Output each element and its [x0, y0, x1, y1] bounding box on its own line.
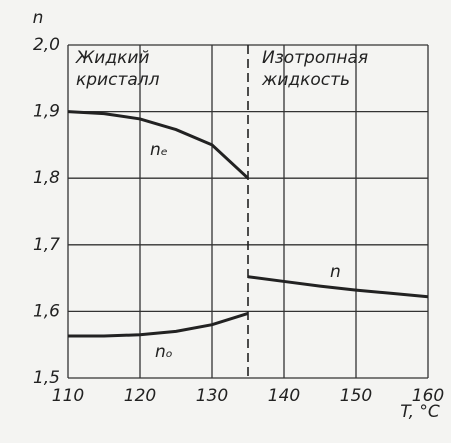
x-tick-label: 120: [124, 386, 156, 406]
annotation: кристалл: [76, 70, 160, 90]
y-tick-label: 1,9: [33, 102, 60, 122]
y-axis-label: n: [33, 8, 44, 28]
series-line: [67, 110, 250, 180]
x-axis-label: T, °C: [400, 402, 440, 422]
annotation: жидкость: [261, 70, 350, 90]
series-line: [247, 275, 429, 299]
x-tick-label: 160: [412, 386, 444, 406]
annotation: Жидкий: [75, 48, 149, 68]
annotation: Изотропная: [262, 48, 368, 68]
x-tick-label: 130: [196, 386, 228, 406]
series-label: nₑ: [150, 140, 168, 160]
y-tick-label: 1,8: [33, 168, 60, 188]
x-tick-label: 110: [52, 386, 84, 406]
y-tick-label: 1,6: [33, 301, 60, 321]
y-tick-label: 1,5: [33, 368, 60, 388]
series-line: [68, 311, 249, 338]
y-tick-label: 2,0: [33, 35, 60, 55]
series-label: nₒ: [155, 342, 173, 362]
x-tick-label: 150: [340, 386, 372, 406]
x-tick-label: 140: [268, 386, 300, 406]
y-tick-label: 1,7: [33, 235, 60, 255]
series-label: n: [330, 262, 341, 282]
